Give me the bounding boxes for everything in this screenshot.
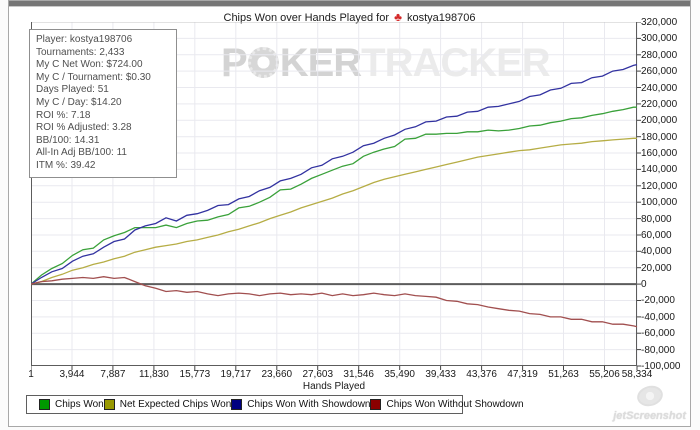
- jetscreenshot-label: jetScreenshot: [613, 410, 686, 422]
- legend-label: Net Expected Chips Won: [119, 399, 232, 410]
- x-tick-label: 39,433: [425, 369, 456, 380]
- y-tick-label: 60,000: [641, 229, 672, 241]
- y-tick-label: 100,000: [641, 197, 678, 209]
- x-tick-label: 58,334: [621, 369, 653, 380]
- stat-line: All-In Adj BB/100: 11: [36, 147, 127, 159]
- stat-line: BB/100: 14.31: [36, 134, 100, 146]
- stat-line: My C Net Won: $724.00: [36, 59, 143, 71]
- x-tick-label: 27,603: [302, 369, 334, 380]
- watermark-text-tracker: TRACKER: [361, 41, 551, 85]
- stat-line: ROI % Adjusted: 3.28: [36, 122, 132, 134]
- y-tick-label: 80,000: [641, 213, 672, 225]
- stat-line: Days Played: 51: [36, 84, 109, 96]
- legend-item: Net Expected Chips Won: [103, 399, 232, 410]
- jetscreenshot-watermark: jetScreenshot: [613, 382, 686, 424]
- window-frame: Chips Won over Hands Played for ♣ kostya…: [8, 0, 691, 427]
- y-tick-label: 0: [641, 279, 647, 291]
- x-axis-title: Hands Played: [302, 381, 366, 392]
- x-tick-label: 23,660: [261, 369, 293, 380]
- legend-swatch-icon: [103, 399, 115, 410]
- stat-line: ROI %: 7.18: [36, 109, 91, 121]
- player-name: kostya198706: [407, 12, 476, 24]
- x-tick-label: 11,830: [138, 369, 169, 380]
- watermark-text-ker: KER: [279, 41, 362, 85]
- y-tick-label: 180,000: [641, 131, 678, 143]
- legend-swatch-icon: [39, 399, 50, 410]
- chart-plot-area[interactable]: [31, 22, 645, 374]
- y-tick-label: -60,000: [641, 328, 675, 340]
- series-line: [31, 276, 638, 328]
- y-tick-label: 200,000: [641, 115, 678, 127]
- x-tick-label: 43,376: [466, 369, 497, 380]
- x-tick-label: 51,263: [548, 369, 579, 380]
- y-tick-label: 140,000: [641, 164, 678, 176]
- chart-title-text: Chips Won over Hands Played for: [223, 12, 390, 24]
- x-tick-label: 19,717: [220, 369, 252, 380]
- legend-item: Chips Won With Showdown: [231, 399, 370, 410]
- legend-swatch-icon: [231, 399, 243, 410]
- watermark-text-p: P: [221, 41, 248, 85]
- legend-label: Chips Won With Showdown: [247, 399, 371, 410]
- y-tick-label: -20,000: [641, 295, 675, 307]
- stat-line: Tournaments: 2,433: [36, 46, 125, 58]
- y-tick-label: 20,000: [641, 262, 672, 274]
- stat-line: ITM %: 39.42: [36, 159, 96, 171]
- y-tick-label: 240,000: [641, 82, 678, 94]
- y-tick-label: 260,000: [641, 66, 678, 78]
- legend-swatch-icon: [370, 399, 382, 410]
- x-tick-label: 1: [28, 369, 34, 380]
- x-tick-label: 31,546: [343, 369, 374, 380]
- y-tick-label: -100,000: [641, 361, 681, 372]
- window-top-edge: [9, 1, 690, 7]
- legend-item: Chips Won Without Showdown: [370, 399, 524, 410]
- stat-line: My C / Tournament: $0.30: [36, 71, 151, 83]
- y-tick-label: 40,000: [641, 246, 672, 258]
- chart-title: Chips Won over Hands Played for ♣ kostya…: [9, 10, 690, 24]
- x-tick-label: 15,773: [179, 369, 211, 380]
- club-suit-icon: ♣: [394, 10, 402, 24]
- stat-line: My C / Day: $14.20: [36, 96, 122, 108]
- legend-item: Chips Won: [39, 399, 104, 410]
- x-tick-label: 47,319: [507, 369, 538, 380]
- legend-label: Chips Won: [55, 399, 104, 410]
- y-tick-label: 160,000: [641, 148, 678, 160]
- y-tick-label: -40,000: [641, 311, 675, 323]
- series-line: [31, 63, 638, 285]
- legend-label: Chips Won Without Showdown: [386, 399, 524, 410]
- y-tick-label: -80,000: [641, 344, 675, 356]
- series-line: [31, 106, 637, 285]
- pokertracker-watermark: P KERTRACKER: [221, 41, 551, 86]
- y-tick-label: 280,000: [641, 49, 678, 61]
- y-tick-label: 300,000: [641, 33, 678, 45]
- series-line: [31, 137, 637, 285]
- y-tick-label: 120,000: [641, 180, 678, 192]
- x-tick-label: 55,206: [589, 369, 620, 380]
- x-tick-label: 7,887: [100, 369, 126, 380]
- x-tick-label: 3,944: [59, 369, 85, 380]
- stat-line: Player: kostya198706: [36, 34, 133, 45]
- x-tick-label: 35,490: [384, 369, 415, 380]
- stats-panel: Player: kostya198706 Tournaments: 2,433 My…: [29, 29, 177, 178]
- legend: Chips Won Net Expected Chips Won Chips Won…: [26, 395, 524, 414]
- y-tick-label: 220,000: [641, 98, 678, 110]
- y-tick-label: 320,000: [641, 17, 678, 28]
- jetscreenshot-logo-icon: [634, 382, 665, 410]
